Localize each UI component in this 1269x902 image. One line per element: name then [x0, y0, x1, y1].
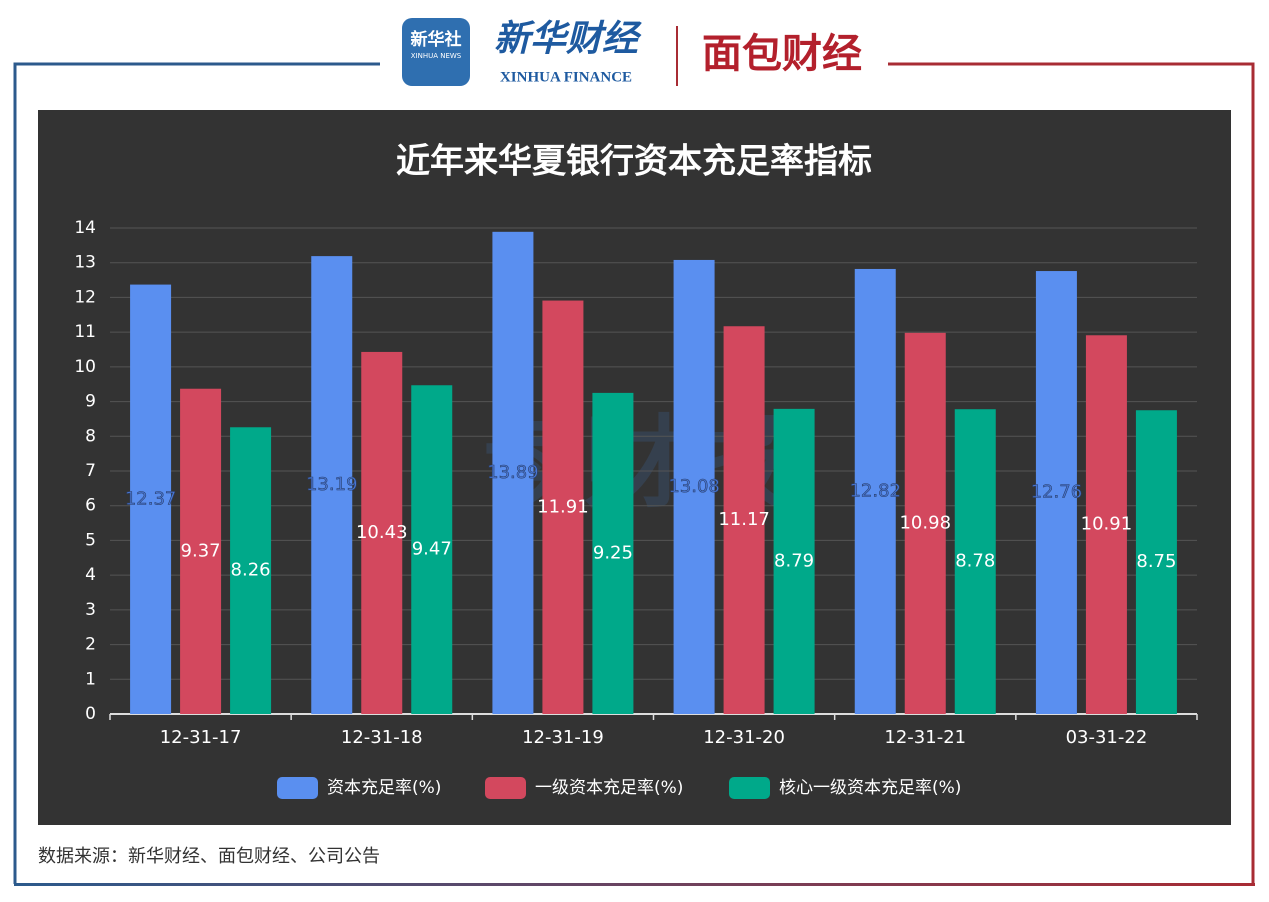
- plot: 0123456789101112131412-31-1712.379.378.2…: [74, 218, 1198, 799]
- legend-swatch: [729, 777, 770, 799]
- x-tick-label: 12-31-19: [522, 727, 604, 748]
- x-tick-label: 03-31-22: [1066, 727, 1148, 748]
- bar: [1085, 335, 1127, 714]
- bar: [411, 385, 453, 714]
- y-tick-label: 0: [85, 704, 96, 724]
- bar: [130, 284, 172, 714]
- data-label: 10.98: [899, 512, 951, 533]
- legend-label: 一级资本充足率(%): [535, 778, 683, 798]
- x-tick-label: 12-31-20: [703, 727, 785, 748]
- legend-swatch: [485, 777, 526, 799]
- xinhua-logo: [402, 18, 470, 86]
- data-label: 12.37: [125, 488, 177, 509]
- bar: [542, 300, 584, 714]
- data-label: 8.75: [1136, 551, 1176, 572]
- data-label: 13.08: [668, 476, 720, 497]
- y-tick-label: 9: [85, 392, 96, 412]
- data-label: 12.82: [849, 480, 901, 501]
- y-tick-label: 13: [74, 253, 96, 273]
- data-label: 9.25: [593, 542, 633, 563]
- logo-text: XINHUA NEWS: [411, 52, 462, 60]
- frame-bottom: [14, 883, 1255, 886]
- logo-text: XINHUA FINANCE: [500, 69, 632, 85]
- x-tick-label: 12-31-17: [160, 727, 242, 748]
- logo-text: 新华社: [411, 29, 462, 50]
- frame-left: [13, 62, 380, 884]
- y-tick-label: 11: [74, 322, 96, 342]
- y-tick-label: 10: [74, 357, 96, 377]
- y-tick-label: 2: [85, 635, 96, 655]
- bar: [230, 427, 272, 714]
- chart-title: 近年来华夏银行资本充足率指标: [396, 142, 872, 182]
- data-label: 10.91: [1081, 514, 1133, 535]
- data-label: 8.79: [774, 550, 814, 571]
- bar: [673, 259, 715, 714]
- bar: [1035, 271, 1077, 714]
- data-label: 12.76: [1031, 482, 1083, 503]
- legend-label: 核心一级资本充足率(%): [779, 778, 961, 798]
- data-label: 9.37: [181, 540, 221, 561]
- y-tick-label: 7: [85, 461, 96, 481]
- x-tick-label: 12-31-18: [341, 727, 423, 748]
- y-tick-label: 12: [74, 287, 96, 307]
- data-label: 11.91: [537, 496, 589, 517]
- logo-text: 新华财经: [494, 18, 642, 58]
- bar: [180, 388, 222, 714]
- bar: [773, 408, 815, 714]
- y-tick-label: 3: [85, 600, 96, 620]
- source-note: 数据来源：新华财经、面包财经、公司公告: [38, 846, 380, 867]
- x-tick-label: 12-31-21: [884, 727, 966, 748]
- y-tick-label: 14: [74, 218, 96, 238]
- data-label: 8.26: [231, 560, 271, 581]
- data-label: 13.89: [487, 462, 539, 483]
- y-tick-label: 4: [85, 565, 96, 585]
- data-label: 11.17: [718, 509, 770, 530]
- bar: [954, 409, 996, 714]
- data-label: 10.43: [356, 522, 408, 543]
- bar: [1135, 410, 1177, 714]
- bar: [904, 332, 946, 714]
- y-tick-label: 5: [85, 530, 96, 550]
- frame-right: [888, 62, 1255, 884]
- bar: [854, 268, 896, 714]
- bar: [361, 351, 403, 714]
- bar: [723, 326, 765, 714]
- logo-text: 面包财经: [702, 31, 862, 77]
- bar: [311, 256, 353, 714]
- data-label: 13.19: [306, 474, 358, 495]
- bar: [492, 231, 534, 714]
- y-tick-label: 8: [85, 426, 96, 446]
- bar: [592, 392, 634, 714]
- data-label: 8.78: [955, 551, 995, 572]
- data-label: 9.47: [412, 539, 452, 560]
- y-tick-label: 6: [85, 496, 96, 516]
- legend-label: 资本充足率(%): [327, 778, 441, 798]
- legend-swatch: [277, 777, 318, 799]
- y-tick-label: 1: [85, 669, 96, 689]
